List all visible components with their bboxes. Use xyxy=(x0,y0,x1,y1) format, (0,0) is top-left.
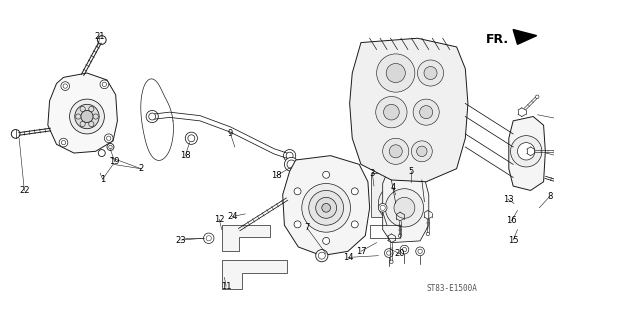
Circle shape xyxy=(351,221,358,228)
Circle shape xyxy=(413,99,440,125)
Circle shape xyxy=(416,247,424,256)
Text: 16: 16 xyxy=(506,216,517,225)
Circle shape xyxy=(536,95,539,99)
Circle shape xyxy=(283,149,296,162)
Text: 4: 4 xyxy=(390,183,396,192)
Circle shape xyxy=(424,67,437,80)
Circle shape xyxy=(81,110,93,123)
Circle shape xyxy=(394,197,415,218)
Circle shape xyxy=(61,82,69,91)
Circle shape xyxy=(426,232,430,236)
Circle shape xyxy=(383,104,399,120)
Circle shape xyxy=(510,136,542,167)
Text: 3: 3 xyxy=(369,169,375,178)
Circle shape xyxy=(93,114,98,119)
Circle shape xyxy=(567,181,576,189)
Circle shape xyxy=(517,143,535,160)
Circle shape xyxy=(89,106,94,112)
Text: 18: 18 xyxy=(180,151,190,160)
Circle shape xyxy=(204,233,214,244)
Polygon shape xyxy=(222,225,269,251)
Circle shape xyxy=(378,204,387,212)
Polygon shape xyxy=(48,73,117,153)
Text: 7: 7 xyxy=(304,223,310,232)
Circle shape xyxy=(294,188,301,195)
Polygon shape xyxy=(350,38,468,182)
Circle shape xyxy=(75,104,99,129)
Circle shape xyxy=(400,245,409,254)
Polygon shape xyxy=(222,260,287,289)
Circle shape xyxy=(385,249,393,257)
Circle shape xyxy=(385,189,424,227)
Circle shape xyxy=(385,190,410,217)
Circle shape xyxy=(104,134,113,143)
Text: 12: 12 xyxy=(214,215,224,224)
Circle shape xyxy=(322,204,331,212)
Circle shape xyxy=(97,36,106,44)
Circle shape xyxy=(76,114,81,119)
Circle shape xyxy=(98,149,105,156)
Text: 13: 13 xyxy=(503,195,513,204)
Circle shape xyxy=(417,146,427,156)
Circle shape xyxy=(398,234,402,237)
Text: 23: 23 xyxy=(176,236,186,244)
Circle shape xyxy=(376,54,415,92)
Circle shape xyxy=(59,138,68,147)
Text: 17: 17 xyxy=(355,247,366,256)
Polygon shape xyxy=(371,173,387,217)
Circle shape xyxy=(323,171,329,178)
Circle shape xyxy=(412,141,433,162)
Circle shape xyxy=(11,130,20,138)
Text: FR.: FR. xyxy=(485,34,509,46)
Circle shape xyxy=(294,221,301,228)
Circle shape xyxy=(284,157,298,171)
Circle shape xyxy=(386,63,405,83)
Text: 9: 9 xyxy=(228,129,233,139)
Circle shape xyxy=(383,138,409,164)
Circle shape xyxy=(302,183,350,232)
Text: 22: 22 xyxy=(19,186,29,195)
Text: 18: 18 xyxy=(271,171,282,180)
Circle shape xyxy=(351,188,358,195)
Circle shape xyxy=(316,197,336,218)
Polygon shape xyxy=(383,173,429,243)
Circle shape xyxy=(146,110,159,123)
Circle shape xyxy=(390,196,404,211)
Circle shape xyxy=(309,190,343,225)
Circle shape xyxy=(80,121,85,127)
Polygon shape xyxy=(283,156,369,256)
Text: 24: 24 xyxy=(227,212,238,221)
Circle shape xyxy=(376,97,407,128)
Polygon shape xyxy=(513,29,536,44)
Circle shape xyxy=(231,227,240,236)
Circle shape xyxy=(107,143,114,150)
Circle shape xyxy=(100,80,109,89)
Text: 19: 19 xyxy=(110,157,120,166)
Text: 2: 2 xyxy=(138,164,143,173)
Text: 15: 15 xyxy=(508,236,519,244)
Circle shape xyxy=(89,121,94,127)
Circle shape xyxy=(323,237,329,244)
Text: 5: 5 xyxy=(408,167,413,176)
Circle shape xyxy=(417,60,443,86)
Circle shape xyxy=(80,106,85,112)
Text: 11: 11 xyxy=(221,282,231,291)
Text: 21: 21 xyxy=(95,32,105,41)
Polygon shape xyxy=(509,116,545,190)
Circle shape xyxy=(185,132,197,144)
Text: 8: 8 xyxy=(547,192,552,201)
Circle shape xyxy=(378,184,417,223)
Text: 14: 14 xyxy=(343,253,353,262)
Text: 20: 20 xyxy=(395,249,405,259)
Circle shape xyxy=(420,106,433,119)
Circle shape xyxy=(389,145,402,158)
Text: ST83-E1500A: ST83-E1500A xyxy=(426,284,477,293)
Circle shape xyxy=(554,149,557,153)
Circle shape xyxy=(69,99,104,134)
Circle shape xyxy=(390,260,393,263)
Circle shape xyxy=(316,250,328,262)
Text: 1: 1 xyxy=(100,175,105,184)
